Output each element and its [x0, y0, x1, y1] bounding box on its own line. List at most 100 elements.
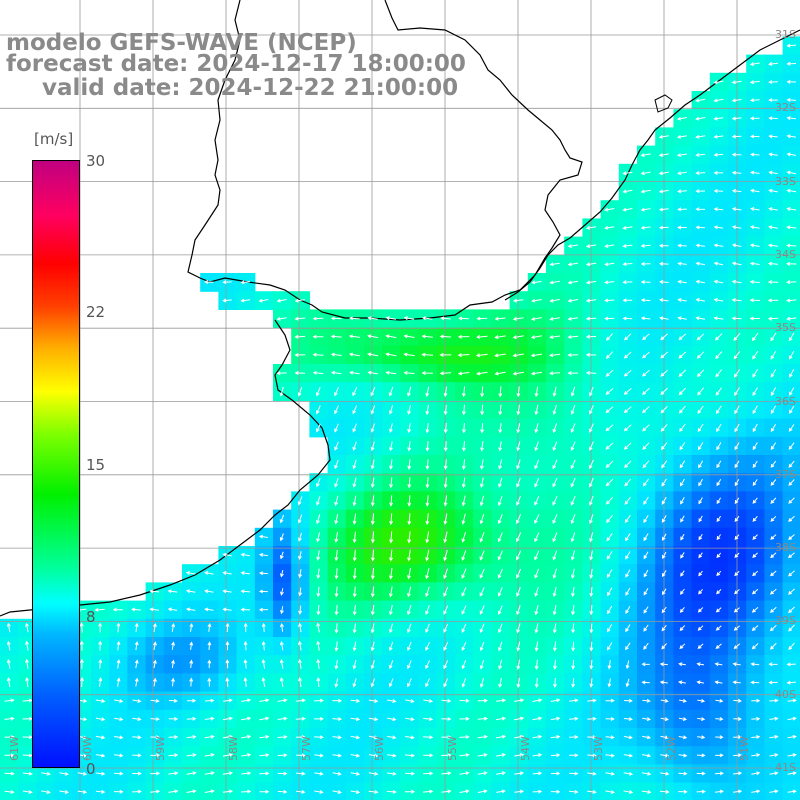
- colorbar-unit: [m/s]: [34, 130, 74, 148]
- wind-arrow: [588, 495, 594, 506]
- lon-label: 53W: [591, 736, 605, 761]
- wind-arrow: [660, 424, 668, 432]
- wind-arrow: [403, 370, 415, 375]
- wind-arrow: [461, 550, 467, 561]
- wind-arrow: [660, 351, 668, 359]
- wind-arrow: [389, 495, 394, 507]
- wind-arrow: [733, 698, 742, 703]
- wind-arrow: [189, 677, 194, 687]
- wind-arrow: [549, 298, 560, 303]
- wind-arrow: [768, 680, 778, 685]
- wind-arrow: [625, 569, 631, 578]
- wind-arrow: [643, 496, 649, 505]
- wind-arrow: [624, 333, 632, 341]
- wind-arrow: [334, 641, 339, 652]
- wind-arrow: [734, 423, 740, 433]
- wind-arrow: [678, 333, 687, 341]
- wind-arrow: [387, 717, 397, 722]
- wind-arrow: [552, 459, 558, 470]
- wind-arrow: [677, 225, 687, 230]
- wind-arrow: [204, 734, 215, 739]
- wind-arrow: [731, 261, 742, 266]
- wind-arrow: [370, 441, 375, 452]
- wind-arrow: [295, 716, 306, 721]
- wind-arrow: [330, 334, 342, 339]
- wind-arrow: [713, 98, 724, 103]
- wind-arrow: [167, 589, 178, 594]
- wind-arrow: [587, 698, 597, 703]
- wind-arrow: [479, 513, 485, 525]
- wind-arrow: [731, 279, 742, 284]
- wind-arrow: [352, 477, 357, 488]
- wind-arrow: [641, 351, 650, 359]
- wind-arrow: [604, 316, 615, 321]
- wind-arrow: [222, 280, 232, 285]
- wind-arrow: [623, 351, 632, 359]
- wind-arrow: [153, 677, 157, 687]
- wind-arrow: [185, 607, 196, 612]
- wind-arrow: [733, 332, 741, 342]
- wind-arrow: [98, 622, 103, 633]
- wind-arrow: [368, 717, 379, 722]
- wind-arrow: [425, 423, 430, 434]
- colorbar-tick: 22: [86, 303, 106, 321]
- wind-arrow: [751, 716, 761, 721]
- wind-arrow: [222, 607, 232, 612]
- wind-arrow: [714, 333, 723, 341]
- wind-arrow: [661, 606, 667, 614]
- wind-arrow: [240, 571, 250, 576]
- wind-arrow: [80, 676, 85, 688]
- wind-arrow: [623, 790, 634, 794]
- wind-arrow: [116, 622, 121, 633]
- lon-label: 58W: [226, 736, 240, 761]
- wind-arrow: [731, 207, 742, 212]
- wind-arrow: [240, 589, 250, 594]
- wind-arrow: [695, 207, 706, 212]
- wind-arrow: [534, 404, 539, 416]
- wind-arrow: [622, 262, 633, 267]
- wind-arrow: [659, 316, 669, 321]
- wind-arrow: [605, 406, 614, 414]
- wind-arrow: [332, 753, 342, 758]
- wind-arrow: [516, 404, 521, 416]
- wind-arrow: [494, 353, 506, 358]
- wind-arrow: [715, 607, 722, 613]
- wind-arrow: [787, 789, 797, 794]
- wind-arrow: [516, 386, 521, 398]
- wind-arrow: [352, 513, 357, 525]
- wind-arrow: [425, 495, 430, 507]
- wind-arrow: [316, 658, 321, 669]
- wind-arrow: [713, 116, 724, 121]
- wind-arrow: [550, 716, 561, 721]
- wind-arrow: [534, 623, 539, 634]
- wind-arrow: [334, 459, 339, 470]
- wind-arrow: [676, 153, 688, 157]
- wind-arrow: [514, 789, 525, 794]
- wind-arrow: [604, 262, 615, 267]
- wind-arrow: [386, 789, 397, 794]
- wind-arrow: [459, 716, 470, 721]
- wind-arrow: [332, 735, 342, 740]
- wind-arrow: [350, 735, 361, 740]
- wind-arrow: [443, 623, 449, 633]
- wind-arrow: [678, 789, 688, 794]
- wind-arrow: [405, 753, 415, 758]
- wind-arrow: [731, 152, 742, 157]
- lat-label: 33S: [775, 174, 796, 188]
- wind-arrow: [514, 753, 525, 757]
- wind-arrow: [334, 549, 339, 562]
- wind-arrow: [171, 659, 175, 668]
- wind-arrow: [752, 442, 758, 451]
- wind-arrow: [605, 333, 614, 341]
- wind-arrow: [552, 441, 558, 452]
- wind-arrow: [516, 441, 521, 452]
- wind-arrow: [605, 496, 614, 505]
- wind-arrow: [457, 371, 470, 376]
- wind-arrow: [788, 624, 795, 632]
- wind-arrow: [185, 589, 196, 594]
- wind-arrow: [571, 586, 575, 598]
- lon-label: 54W: [518, 736, 532, 761]
- wind-arrow: [514, 698, 525, 703]
- wind-arrow: [660, 406, 668, 414]
- wind-arrow: [677, 171, 687, 176]
